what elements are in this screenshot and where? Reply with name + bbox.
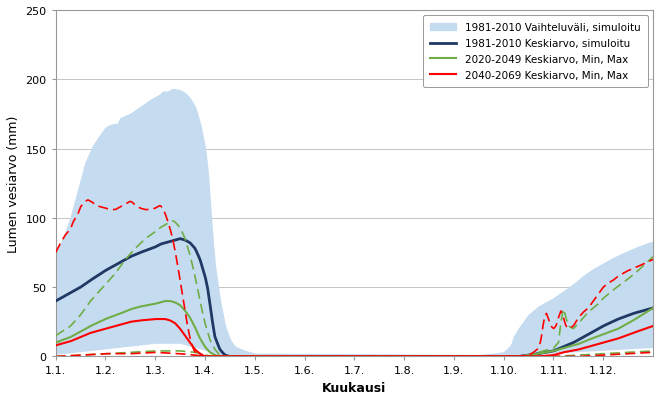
Legend: 1981-2010 Vaihteluväli, simuloitu, 1981-2010 Keskiarvo, simuloitu, 2020-2049 Kes: 1981-2010 Vaihteluväli, simuloitu, 1981-… xyxy=(423,16,648,88)
Y-axis label: Lumen vesiarvo (mm): Lumen vesiarvo (mm) xyxy=(7,115,20,252)
X-axis label: Kuukausi: Kuukausi xyxy=(322,381,387,394)
